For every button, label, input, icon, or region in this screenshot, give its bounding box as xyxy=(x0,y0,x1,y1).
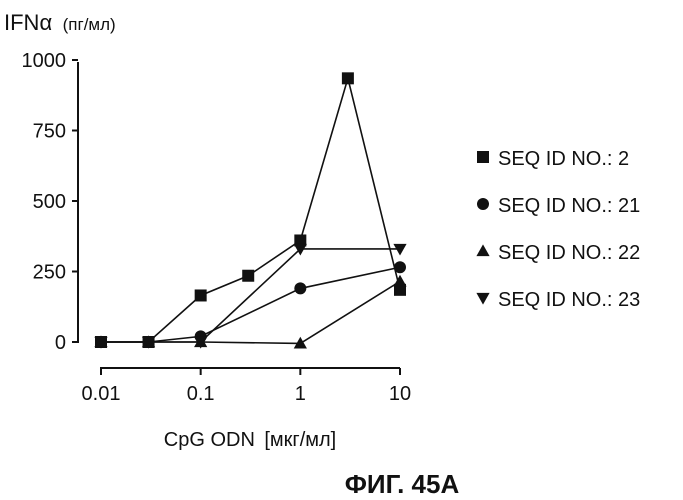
legend-label: SEQ ID NO.: 2 xyxy=(498,148,629,170)
y-tick-label: 1000 xyxy=(22,50,67,72)
data-point-square xyxy=(242,270,254,282)
legend-label: SEQ ID NO.: 21 xyxy=(498,195,640,217)
x-tick-label: 10 xyxy=(389,383,411,405)
y-tick-label: 0 xyxy=(55,332,66,354)
series-lines xyxy=(101,78,400,343)
legend: SEQ ID NO.: 2 SEQ ID NO.: 21 SEQ ID NO.: 2… xyxy=(476,148,640,311)
axes xyxy=(78,62,400,368)
y-axis-title: IFNα (пг/мл) xyxy=(4,10,116,35)
x-tick-label: 0.01 xyxy=(82,383,121,405)
ticks: 0 250 500 750 1000 0.01 0.1 1 10 xyxy=(22,50,412,405)
data-point-circle xyxy=(294,282,306,294)
data-point-triangle-up xyxy=(393,275,406,287)
legend-label: SEQ ID NO.: 23 xyxy=(498,289,640,311)
x-tick-label: 0.1 xyxy=(187,383,215,405)
legend-label: SEQ ID NO.: 22 xyxy=(498,242,640,264)
legend-marker-square xyxy=(477,151,489,163)
y-tick-label: 250 xyxy=(33,262,66,284)
y-tick-label: 500 xyxy=(33,191,66,213)
x-axis-title: CpG ODN [мкг/мл] xyxy=(164,429,336,451)
legend-marker-triangle-up xyxy=(476,244,489,256)
data-point-circle xyxy=(394,261,406,273)
series-line-square xyxy=(101,78,400,342)
series-line-triangle-down xyxy=(101,249,400,342)
y-tick-label: 750 xyxy=(33,121,66,143)
data-point-square xyxy=(195,289,207,301)
x-tick-label: 1 xyxy=(295,383,306,405)
figure-caption: ФИГ. 45А xyxy=(345,469,460,499)
legend-marker-circle xyxy=(477,198,489,210)
legend-marker-triangle-down xyxy=(476,293,489,305)
data-point-square xyxy=(342,72,354,84)
